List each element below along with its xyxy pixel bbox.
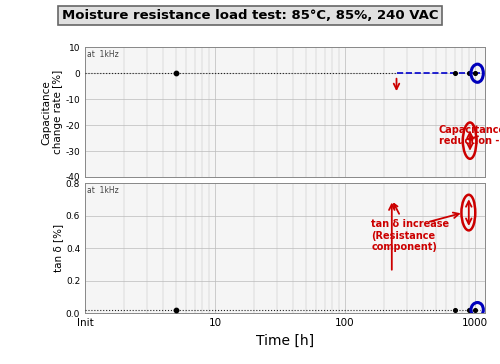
Text: tan δ increase
(Resistance
component): tan δ increase (Resistance component) xyxy=(372,204,450,252)
Point xyxy=(470,70,478,76)
Text: Capacitance
reduction -30%: Capacitance reduction -30% xyxy=(439,124,500,146)
Point xyxy=(450,70,458,76)
Point xyxy=(172,70,180,76)
Text: at  1kHz: at 1kHz xyxy=(87,50,119,59)
Y-axis label: tan δ [%]: tan δ [%] xyxy=(53,224,63,272)
Point xyxy=(172,307,180,313)
Point xyxy=(465,70,473,76)
Point xyxy=(450,307,458,313)
Point xyxy=(465,307,473,313)
Y-axis label: Capacitance
change rate [%]: Capacitance change rate [%] xyxy=(41,70,62,154)
Point xyxy=(470,307,478,313)
Text: at  1kHz: at 1kHz xyxy=(87,186,119,195)
Text: Moisture resistance load test: 85°C, 85%, 240 VAC: Moisture resistance load test: 85°C, 85%… xyxy=(62,9,438,22)
X-axis label: Time [h]: Time [h] xyxy=(256,333,314,348)
